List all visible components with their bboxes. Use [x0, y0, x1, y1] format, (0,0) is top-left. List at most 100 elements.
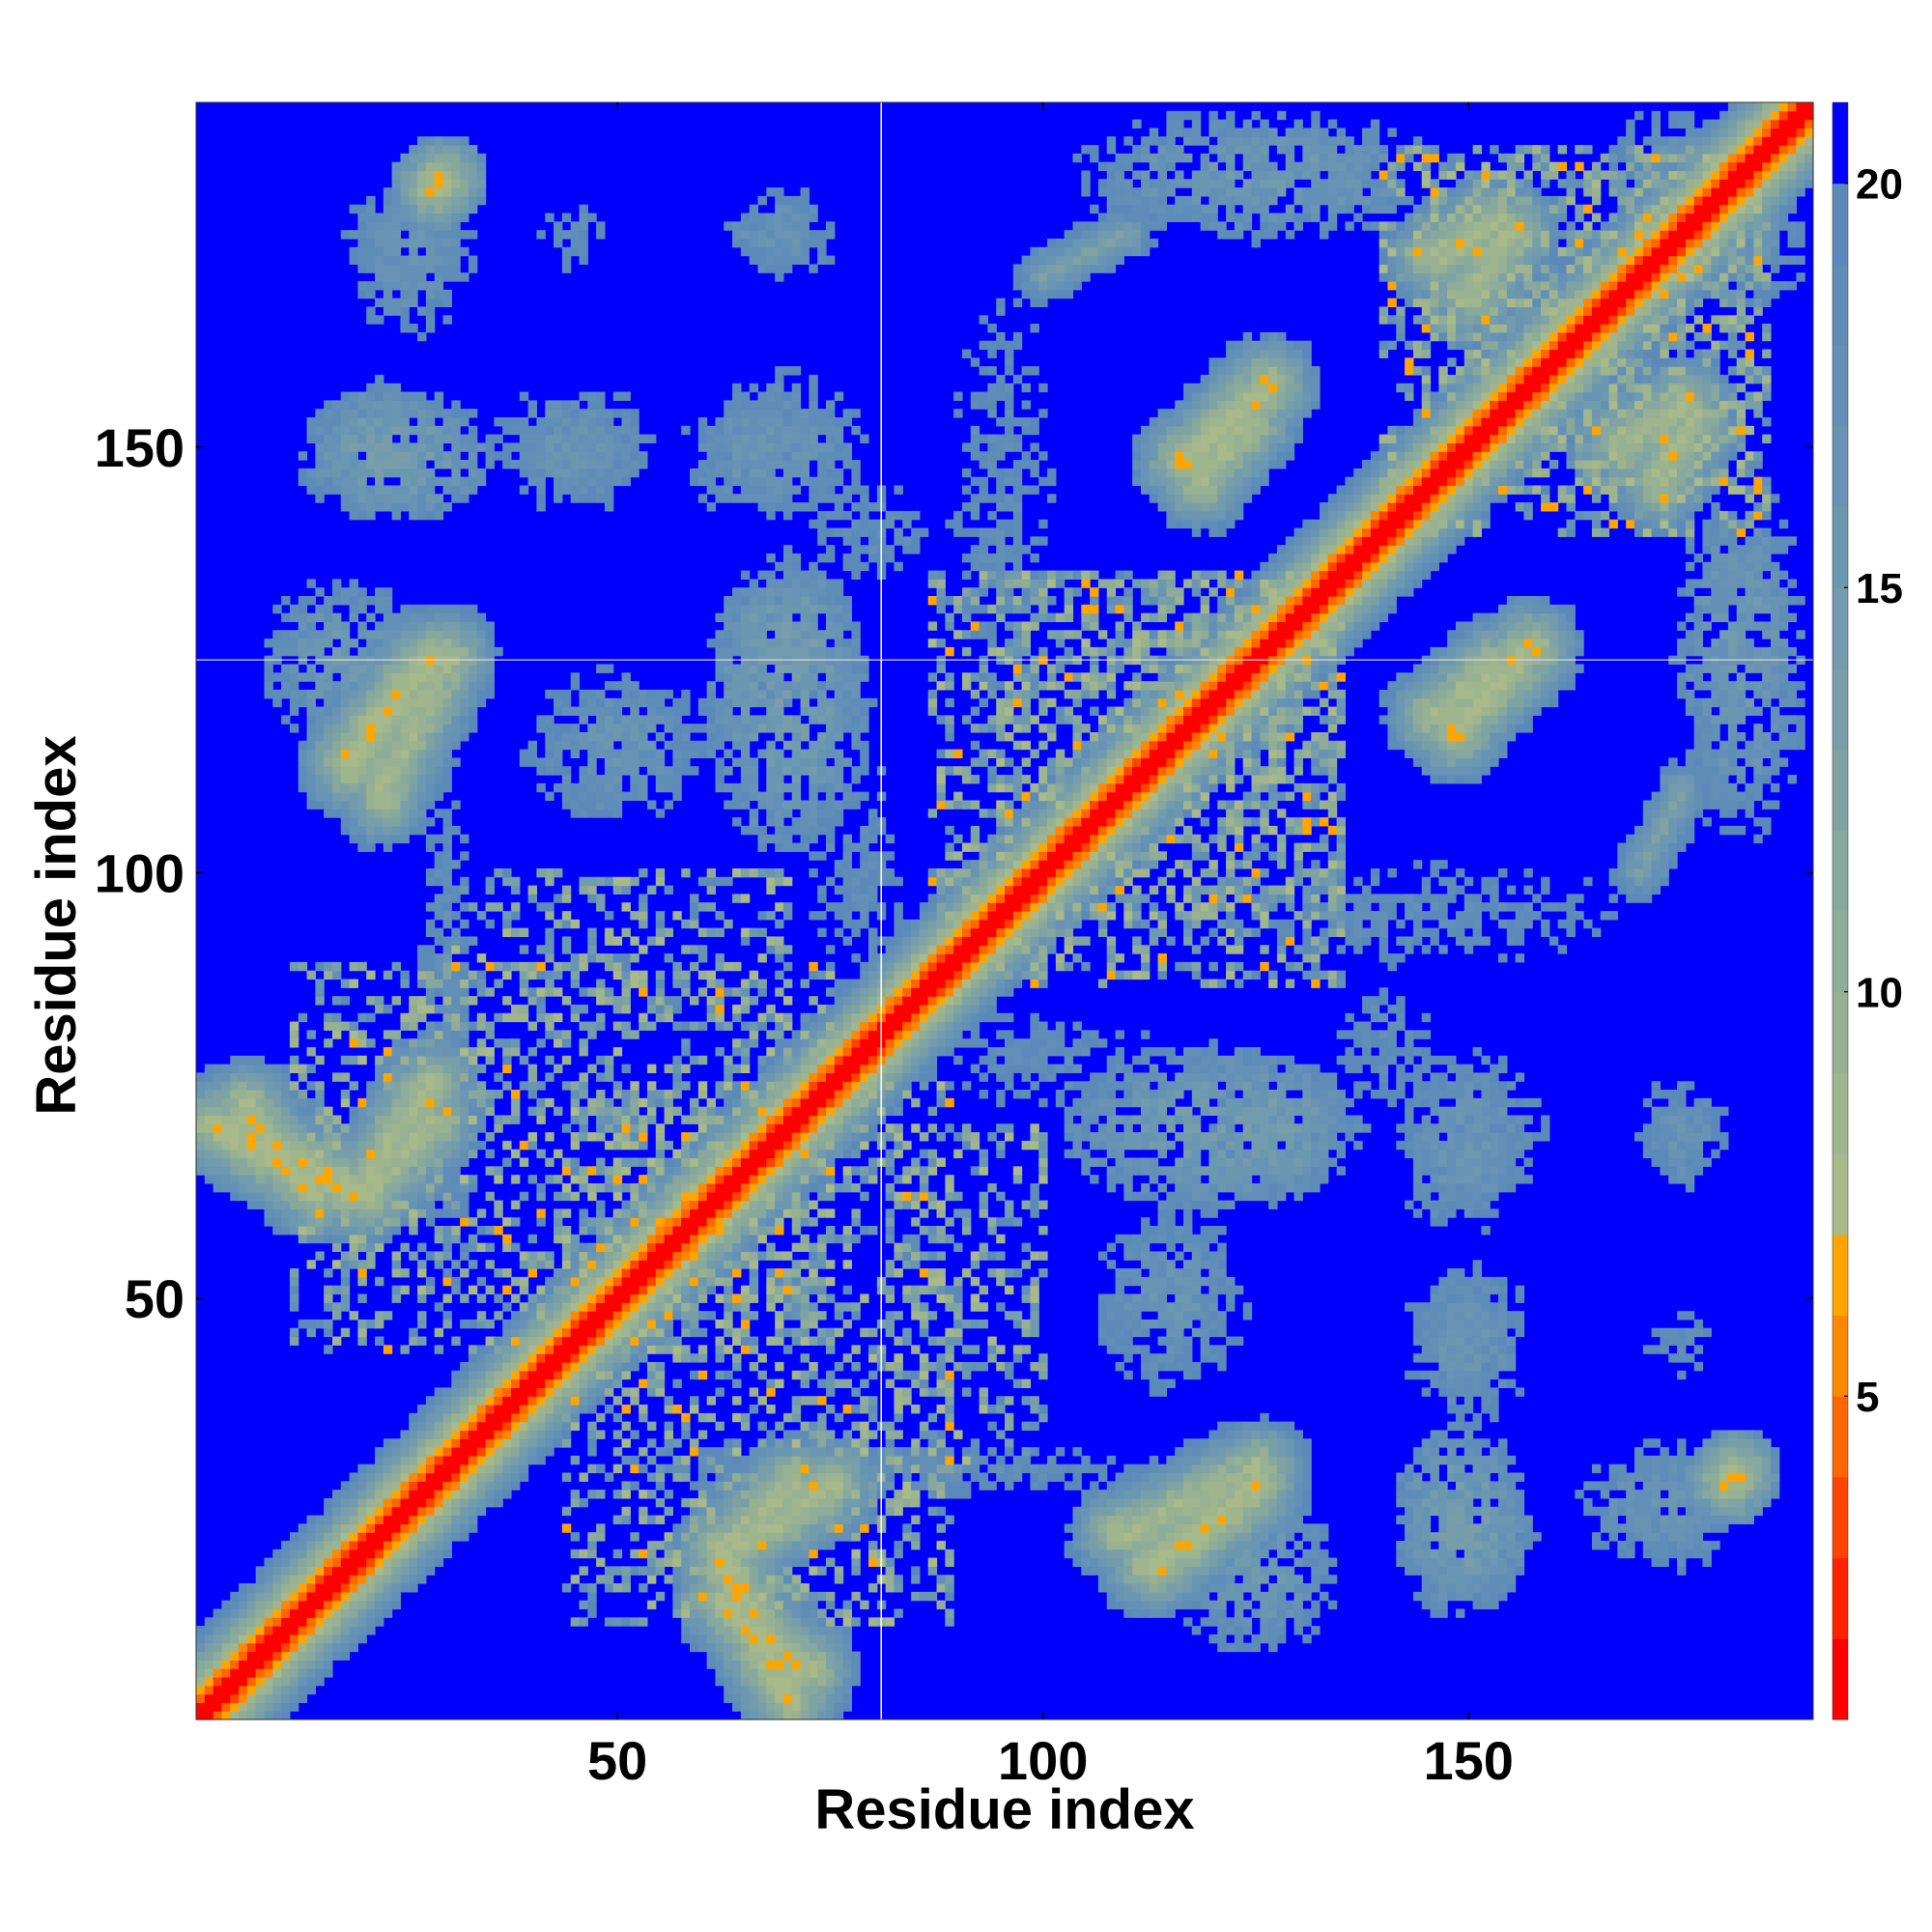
heatmap-cell — [357, 409, 367, 418]
heatmap-cell — [621, 434, 631, 444]
heatmap-cell — [331, 630, 342, 639]
heatmap-cell — [349, 697, 358, 708]
heatmap-cell — [400, 1217, 410, 1227]
heatmap-cell — [357, 1055, 367, 1065]
heatmap-cell — [460, 664, 469, 673]
heatmap-cell — [357, 238, 367, 248]
heatmap-cell — [434, 775, 444, 784]
heatmap-cell — [570, 1378, 581, 1388]
heatmap-cell — [664, 1463, 673, 1474]
heatmap-cell — [375, 1311, 384, 1321]
heatmap-cell — [596, 1327, 606, 1338]
heatmap-cell — [740, 1702, 751, 1712]
heatmap-cell — [749, 409, 759, 418]
heatmap-cell — [724, 681, 733, 691]
heatmap-cell — [366, 213, 376, 222]
heatmap-cell — [476, 953, 487, 963]
heatmap-cell — [706, 706, 717, 716]
heatmap-cell — [442, 961, 452, 972]
heatmap-cell — [740, 731, 751, 742]
heatmap-cell — [690, 1191, 699, 1202]
heatmap-cell — [331, 434, 342, 444]
heatmap-cell — [494, 1405, 503, 1414]
heatmap-cell — [468, 1064, 478, 1073]
heatmap-cell — [554, 409, 563, 418]
heatmap-cell — [375, 1004, 384, 1014]
heatmap-cell — [425, 987, 436, 997]
heatmap-cell — [596, 1090, 606, 1099]
heatmap-cell — [485, 681, 495, 691]
heatmap-cell — [357, 715, 367, 724]
heatmap-cell — [612, 1115, 623, 1124]
heatmap-cell — [690, 945, 699, 954]
heatmap-cell — [697, 1166, 708, 1176]
heatmap-cell — [400, 213, 410, 222]
heatmap-cell — [740, 1140, 751, 1151]
heatmap-cell — [706, 425, 717, 436]
heatmap-cell — [476, 1405, 487, 1414]
heatmap-cell — [740, 621, 751, 631]
heatmap-cell — [340, 1302, 351, 1312]
heatmap-cell — [681, 1591, 691, 1602]
heatmap-cell — [740, 1634, 751, 1644]
heatmap-cell — [324, 1548, 333, 1559]
heatmap-cell — [579, 1276, 588, 1287]
heatmap-cell — [213, 1711, 223, 1720]
heatmap-cell — [391, 1490, 402, 1499]
heatmap-cell — [391, 782, 402, 793]
heatmap-cell — [740, 1472, 751, 1482]
heatmap-cell — [400, 170, 410, 180]
heatmap-cell — [434, 970, 444, 980]
heatmap-cell — [697, 1412, 708, 1423]
heatmap-cell — [383, 1166, 393, 1176]
heatmap-cell — [298, 1106, 308, 1117]
heatmap-cell — [655, 1293, 666, 1303]
heatmap-cell — [570, 1276, 581, 1287]
heatmap-cell — [409, 246, 418, 257]
heatmap-cell — [425, 1175, 436, 1184]
heatmap-cell — [749, 383, 759, 393]
heatmap-cell — [409, 1251, 418, 1261]
heatmap-cell — [272, 1548, 282, 1559]
heatmap-cell — [272, 697, 282, 708]
heatmap-cell — [239, 1702, 248, 1712]
heatmap-cell — [502, 1268, 512, 1278]
heatmap-cell — [697, 1293, 708, 1303]
heatmap-cell — [757, 1668, 767, 1678]
heatmap-cell — [587, 476, 597, 487]
heatmap-cell — [604, 782, 614, 793]
heatmap-cell — [639, 460, 648, 469]
heatmap-cell — [400, 1583, 410, 1593]
heatmap-cell — [697, 1370, 708, 1380]
heatmap-cell — [417, 179, 427, 188]
heatmap-cell — [655, 1123, 666, 1133]
heatmap-cell — [570, 494, 581, 503]
heatmap-cell — [375, 1566, 384, 1576]
heatmap-cell — [604, 936, 614, 946]
heatmap-cell — [383, 1557, 393, 1568]
heatmap-cell — [306, 664, 316, 673]
heatmap-cell — [510, 1175, 521, 1184]
heatmap-cell — [604, 1055, 614, 1065]
heatmap-cell — [740, 1575, 751, 1584]
heatmap-cell — [639, 1208, 648, 1218]
heatmap-cell — [749, 1490, 759, 1499]
heatmap-cell — [664, 1490, 673, 1499]
heatmap-cell — [409, 510, 418, 521]
heatmap-cell — [400, 740, 410, 751]
heatmap-cell — [451, 468, 461, 478]
heatmap-cell — [425, 1285, 436, 1295]
heatmap-cell — [349, 1106, 358, 1117]
heatmap-cell — [554, 468, 563, 478]
heatmap-cell — [400, 766, 410, 776]
heatmap-cell — [697, 1217, 708, 1227]
heatmap-cell — [417, 1490, 427, 1499]
heatmap-cell — [391, 1591, 402, 1602]
heatmap-cell — [289, 1540, 299, 1550]
heatmap-cell — [740, 1242, 751, 1253]
heatmap-cell — [375, 383, 384, 393]
heatmap-cell — [639, 1412, 648, 1423]
heatmap-cell — [391, 672, 402, 682]
heatmap-cell — [383, 1566, 393, 1576]
heatmap-cell — [230, 1608, 240, 1618]
